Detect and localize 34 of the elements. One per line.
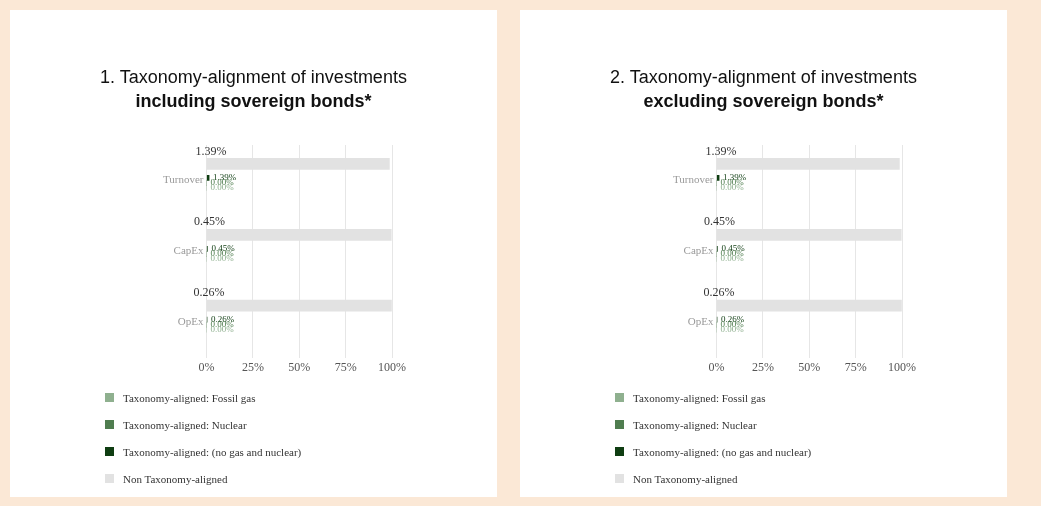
y-tick-label: CapEx <box>683 244 715 257</box>
annotation: 1.39% <box>705 143 737 158</box>
legend-label: Non Taxonomy-aligned <box>123 472 228 485</box>
chart-title: 2. Taxonomy-alignment of investments <box>609 66 918 89</box>
x-tick-label: 75% <box>844 359 867 374</box>
y-tick-label: OpEx <box>177 315 205 328</box>
x-tick-label: 0% <box>708 359 725 374</box>
chart-subtitle: including sovereign bonds* <box>134 90 373 113</box>
legend-label: Taxonomy-aligned: Fossil gas <box>123 391 256 404</box>
chart-title: 1. Taxonomy-alignment of investments <box>99 66 408 89</box>
legend-label: Taxonomy-aligned: Nuclear <box>633 418 757 431</box>
x-tick-label: 100% <box>888 359 916 374</box>
legend-label: Taxonomy-aligned: Fossil gas <box>633 391 766 404</box>
y-tick-label: OpEx <box>687 315 715 328</box>
legend-label: Taxonomy-aligned: (no gas and nuclear) <box>123 445 302 458</box>
annotation: 0.45% <box>703 214 735 229</box>
annotation: 1.39% <box>195 143 227 158</box>
annotation: 0.26% <box>193 285 225 300</box>
x-tick-label: 25% <box>751 359 774 374</box>
legend-label: Taxonomy-aligned: Nuclear <box>123 418 247 431</box>
y-tick-label: Turnover <box>672 173 714 186</box>
x-tick-label: 100% <box>378 359 406 374</box>
x-tick-label: 25% <box>241 359 264 374</box>
legend-label: Taxonomy-aligned: (no gas and nuclear) <box>633 445 812 458</box>
legend-label: Non Taxonomy-aligned <box>633 472 738 485</box>
x-tick-label: 0% <box>198 359 215 374</box>
y-tick-label: CapEx <box>173 244 205 257</box>
x-tick-label: 50% <box>288 359 311 374</box>
chart-subtitle: excluding sovereign bonds* <box>642 90 885 113</box>
annotation: 0.45% <box>193 214 225 229</box>
x-tick-label: 50% <box>798 359 821 374</box>
annotation: 0.26% <box>703 285 735 300</box>
y-tick-label: Turnover <box>162 173 204 186</box>
x-tick-label: 75% <box>334 359 357 374</box>
